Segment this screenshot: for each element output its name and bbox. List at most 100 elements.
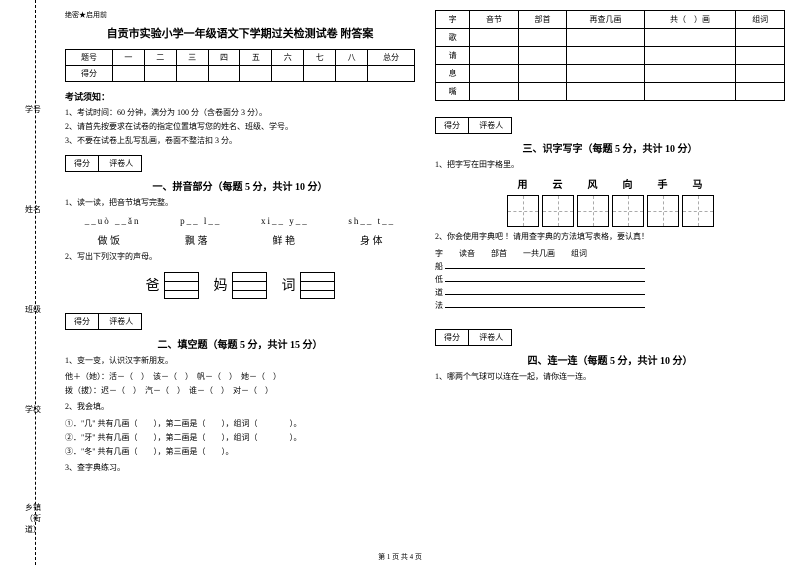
score-label: 得分 bbox=[436, 330, 469, 345]
pinyin-blank[interactable]: __uò __ǎn bbox=[85, 216, 141, 226]
dict-item[interactable]: 法 bbox=[435, 300, 785, 311]
th: 一 bbox=[112, 50, 144, 66]
th: 八 bbox=[336, 50, 368, 66]
pinyin-blank[interactable]: sh__ t__ bbox=[348, 216, 395, 226]
th: 题号 bbox=[66, 50, 113, 66]
table-header-line: 字 读音 部首 一共几画 组词 bbox=[435, 248, 785, 259]
fill-line[interactable]: ①．"几" 共有几画（ ），第二画是（ ），组词（ ）。 bbox=[65, 418, 415, 430]
question-text: 1、哪两个气球可以连在一起，请你连一连。 bbox=[435, 371, 785, 384]
grid-char: 马 bbox=[682, 176, 714, 191]
section-2-title: 二、填空题（每题 5 分，共计 15 分） bbox=[65, 336, 415, 351]
binding-dash-line bbox=[35, 0, 36, 565]
dict-item[interactable]: 船 bbox=[435, 261, 785, 272]
grader-label: 评卷人 bbox=[101, 314, 141, 329]
th: 共（ ）画 bbox=[644, 11, 736, 29]
tianzige-cell[interactable] bbox=[612, 195, 644, 227]
section-4-title: 四、连一连（每题 5 分，共计 10 分） bbox=[435, 352, 785, 367]
char-cell: 请 bbox=[436, 47, 470, 65]
question-text: 2、你会使用字典吧 ！请用查字典的方法填写表格，要认真！ bbox=[435, 231, 785, 244]
score-label: 得分 bbox=[66, 314, 99, 329]
th: 部首 bbox=[518, 11, 567, 29]
score-label: 得分 bbox=[66, 156, 99, 171]
section-3-title: 三、识字写字（每题 5 分，共计 10 分） bbox=[435, 140, 785, 155]
hanzi-char: 妈 bbox=[214, 275, 228, 295]
question-text: 1、读一读，把音节填写完整。 bbox=[65, 197, 415, 210]
hanzi-word: 做 饭 bbox=[98, 232, 121, 247]
char-cell: 歌 bbox=[436, 29, 470, 47]
th: 二 bbox=[144, 50, 176, 66]
grid-char: 用 bbox=[507, 176, 539, 191]
binding-label: 姓名 bbox=[25, 204, 41, 215]
th: 七 bbox=[304, 50, 336, 66]
fill-line[interactable]: ③．"冬" 共有几画（ ），第三画是（ ）。 bbox=[65, 446, 415, 458]
page-footer: 第 1 页 共 4 页 bbox=[0, 552, 800, 562]
classification-label: 绝密★启用前 bbox=[65, 10, 415, 20]
fill-line[interactable]: 他＋（她）：活－（ ） 该－（ ） 帆－（ ） 她－（ ） bbox=[65, 371, 415, 383]
left-column: 绝密★启用前 自贡市实验小学一年级语文下学期过关检测试卷 附答案 题号 一 二 … bbox=[65, 10, 415, 555]
pinyin-row: __uò __ǎn p__ l__ xi__ y__ sh__ t__ bbox=[65, 216, 415, 226]
grid-labels: 用 云 风 向 手 马 bbox=[435, 176, 785, 191]
shengmu-row: 爸 妈 词 bbox=[65, 272, 415, 299]
hanzi-char: 词 bbox=[282, 275, 296, 295]
th: 再查几画 bbox=[567, 11, 644, 29]
section-1-title: 一、拼音部分（每题 5 分，共计 10 分） bbox=[65, 178, 415, 193]
answer-box[interactable] bbox=[300, 272, 335, 299]
question-text: 2、我会填。 bbox=[65, 401, 415, 414]
binding-label: 班级 bbox=[25, 304, 41, 315]
answer-box[interactable] bbox=[232, 272, 267, 299]
tianzige-cell[interactable] bbox=[577, 195, 609, 227]
pinyin-blank[interactable]: xi__ y__ bbox=[261, 216, 309, 226]
notice-item: 1、考试时间：60 分钟，满分为 100 分（含卷面分 3 分）。 bbox=[65, 107, 415, 119]
score-label: 得分 bbox=[436, 118, 469, 133]
notice-heading: 考试须知： bbox=[65, 90, 415, 103]
score-summary-table: 题号 一 二 三 四 五 六 七 八 总分 得分 bbox=[65, 49, 415, 82]
hanzi-char: 爸 bbox=[146, 275, 160, 295]
exam-title: 自贡市实验小学一年级语文下学期过关检测试卷 附答案 bbox=[65, 25, 415, 41]
dictionary-table: 字 音节 部首 再查几画 共（ ）画 组词 歌 请 息 嘴 bbox=[435, 10, 785, 101]
question-text: 2、写出下列汉字的声母。 bbox=[65, 251, 415, 264]
row-label: 得分 bbox=[66, 66, 113, 82]
answer-box[interactable] bbox=[164, 272, 199, 299]
th: 三 bbox=[176, 50, 208, 66]
tianzige-cell[interactable] bbox=[542, 195, 574, 227]
right-column: 字 音节 部首 再查几画 共（ ）画 组词 歌 请 息 嘴 得分 评卷人 三、识… bbox=[435, 10, 785, 555]
char-cell: 息 bbox=[436, 65, 470, 83]
hanzi-row: 做 饭 飘 落 鲜 艳 身 体 bbox=[65, 232, 415, 247]
hanzi-word: 飘 落 bbox=[185, 232, 208, 247]
question-text: 3、查字典练习。 bbox=[65, 462, 415, 475]
th: 六 bbox=[272, 50, 304, 66]
grid-char: 手 bbox=[647, 176, 679, 191]
dict-item[interactable]: 道 bbox=[435, 287, 785, 298]
binding-margin: 乡镇（街道） 学校 班级 姓名 学号 bbox=[0, 0, 50, 565]
grader-label: 评卷人 bbox=[471, 118, 511, 133]
th: 总分 bbox=[368, 50, 415, 66]
grader-label: 评卷人 bbox=[101, 156, 141, 171]
th: 五 bbox=[240, 50, 272, 66]
th: 字 bbox=[436, 11, 470, 29]
grid-char: 云 bbox=[542, 176, 574, 191]
binding-label: 乡镇（街道） bbox=[25, 502, 50, 535]
question-text: 1、把字写在田字格里。 bbox=[435, 159, 785, 172]
hanzi-word: 鲜 艳 bbox=[273, 232, 296, 247]
fill-line[interactable]: ②．"牙" 共有几画（ ），第二画是（ ），组词（ ）。 bbox=[65, 432, 415, 444]
hanzi-word: 身 体 bbox=[360, 232, 383, 247]
binding-label: 学号 bbox=[25, 104, 41, 115]
char-cell: 嘴 bbox=[436, 83, 470, 101]
th: 音节 bbox=[470, 11, 519, 29]
grader-label: 评卷人 bbox=[471, 330, 511, 345]
tianzige-cell[interactable] bbox=[647, 195, 679, 227]
th: 四 bbox=[208, 50, 240, 66]
tianzige-cell[interactable] bbox=[682, 195, 714, 227]
grader-box: 得分 评卷人 bbox=[435, 117, 512, 134]
notice-item: 3、不要在试卷上乱写乱画，卷面不整洁扣 3 分。 bbox=[65, 135, 415, 147]
notice-item: 2、请首先按要求在试卷的指定位置填写您的姓名、班级、学号。 bbox=[65, 121, 415, 133]
fill-line[interactable]: 拨（拔）：迟－（ ） 汽－（ ） 谁－（ ） 对－（ ） bbox=[65, 385, 415, 397]
tianzige-cell[interactable] bbox=[507, 195, 539, 227]
grid-char: 向 bbox=[612, 176, 644, 191]
binding-label: 学校 bbox=[25, 404, 41, 415]
tianzige-row bbox=[435, 195, 785, 227]
pinyin-blank[interactable]: p__ l__ bbox=[180, 216, 221, 226]
grader-box: 得分 评卷人 bbox=[65, 313, 142, 330]
th: 组词 bbox=[736, 11, 785, 29]
dict-item[interactable]: 低 bbox=[435, 274, 785, 285]
